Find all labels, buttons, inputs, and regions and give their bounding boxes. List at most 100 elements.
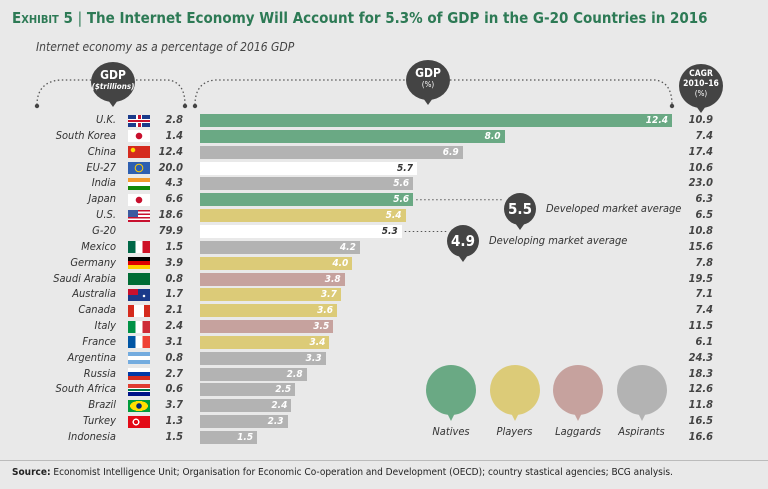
gdp-trillions-value: 1.5	[165, 430, 183, 443]
bar-aspirants: 2.8	[200, 367, 307, 381]
bar-value-label: 2.3	[267, 416, 284, 428]
gdp-trillions-value: 12.4	[158, 144, 183, 158]
bar-value-label: 3.3	[305, 352, 322, 364]
gdp-trillions-value: 3.7	[165, 398, 183, 412]
exhibit-number: Exhibit 5	[12, 9, 73, 27]
bar-natives: 12.4	[200, 114, 672, 127]
chart-title: Exhibit 5 | The Internet Economy Will Ac…	[12, 9, 708, 27]
gdp-trillions-value: 0.6	[165, 382, 183, 396]
bar-natives: 8.0	[200, 129, 505, 143]
country-label: France	[82, 334, 116, 348]
cagr-value: 11.5	[688, 319, 713, 333]
average-connectors	[404, 199, 504, 232]
gdp-trillions-value: 2.1	[165, 303, 183, 317]
gdp-trillions-value: 1.4	[165, 128, 183, 142]
china-flag-icon	[128, 146, 150, 159]
cagr-value: 24.3	[688, 350, 713, 364]
bar-value-label: 3.5	[313, 321, 330, 333]
bar-value-label: 3.8	[324, 273, 341, 285]
bar-value-label: 5.7	[397, 162, 413, 174]
cagr-value: 12.6	[688, 382, 713, 396]
gdp-trillions-value: 3.9	[165, 255, 183, 269]
cagr-value: 15.6	[688, 239, 713, 253]
legend-label: Laggards	[555, 425, 601, 438]
bar-aspirants: 2.3	[200, 415, 288, 429]
south-africa-flag-icon	[128, 383, 150, 396]
bar-players: 4.0	[200, 256, 353, 270]
developing-average-marker: 4.9	[447, 225, 479, 262]
country-label: South Africa	[55, 382, 116, 396]
legend-label: Players	[496, 425, 533, 438]
bar-aspirants: 6.9	[200, 145, 463, 159]
russia-flag-icon	[128, 368, 150, 381]
legend-swatch-aspirants	[616, 365, 667, 421]
bar-value-label: 4.2	[339, 241, 356, 253]
uk-flag-icon	[128, 114, 150, 127]
bar-aspirants: 1.5	[200, 431, 258, 444]
country-label: Germany	[70, 255, 116, 269]
country-label: Turkey	[83, 414, 116, 428]
country-label: Brazil	[88, 398, 116, 412]
gdp-trillions-value: 2.4	[165, 319, 183, 333]
france-flag-icon	[128, 336, 150, 349]
cagr-header: CAGR 2010–16 (%)	[679, 64, 723, 113]
bar-value-label: 3.6	[317, 305, 334, 317]
gdp-trillions-value: 18.6	[158, 208, 183, 222]
country-label: Russia	[83, 366, 116, 380]
bar-value-label: 6.9	[442, 146, 459, 158]
gdp-trillions-header: GDP ($trillions)	[91, 62, 135, 107]
bar-players: 3.6	[200, 304, 338, 318]
bar-value-label: 4.0	[332, 257, 349, 269]
gdp-trillions-value: 20.0	[158, 160, 183, 174]
country-label: Saudi Arabia	[53, 271, 116, 285]
cagr-value: 19.5	[688, 271, 713, 285]
gdp-trillions-value: 2.7	[165, 366, 183, 380]
country-label: Indonesia	[68, 430, 116, 443]
gdp-trillions-value: 3.1	[165, 334, 183, 348]
cagr-value: 16.6	[688, 430, 713, 443]
bar-value-label: 2.4	[271, 400, 288, 412]
cagr-value: 7.8	[695, 255, 713, 269]
cagr-value: 7.4	[695, 128, 713, 142]
gdp-trillions-value: 79.9	[158, 223, 183, 237]
bar-players: 3.4	[200, 335, 330, 349]
title-text: The Internet Economy Will Account for 5.…	[86, 9, 708, 27]
legend-label: Aspirants	[618, 425, 665, 438]
cagr-value: 6.5	[695, 208, 713, 222]
country-label: EU-27	[86, 160, 116, 174]
source-note: Source: Economist Intelligence Unit; Org…	[12, 467, 673, 478]
bar-value-label: 3.4	[309, 336, 326, 348]
country-label: U.K.	[95, 113, 116, 126]
mexico-flag-icon	[128, 241, 150, 254]
country-label: Japan	[88, 192, 116, 206]
bar-value-label: 1.5	[237, 432, 254, 443]
gdp-trillions-value: 1.7	[165, 287, 183, 301]
cagr-value: 23.0	[688, 176, 713, 190]
developed-average-label: Developed market average	[546, 202, 682, 215]
country-label: Australia	[72, 287, 116, 301]
legend-swatch-players	[489, 365, 540, 421]
bar-aspirants: 4.2	[200, 240, 360, 254]
bar-value-label: 5.6	[393, 178, 410, 190]
bar-value-label: 8.0	[484, 130, 501, 142]
gdp-trillions-value: 1.5	[165, 239, 183, 253]
australia-flag-icon	[128, 288, 150, 301]
saudi-arabia-flag-icon	[128, 273, 150, 285]
country-label: Mexico	[81, 239, 116, 253]
cagr-value: 7.1	[695, 287, 713, 301]
gdp-trillions-value: 6.6	[165, 192, 183, 206]
italy-flag-icon	[128, 320, 150, 333]
cagr-value: 7.4	[695, 303, 713, 317]
bar-players: 3.7	[200, 288, 341, 302]
south-korea-flag-icon	[128, 130, 150, 143]
turkey-flag-icon	[128, 415, 150, 428]
country-label: Canada	[78, 303, 116, 317]
developed-average-marker: 5.5	[504, 193, 536, 230]
us-flag-icon	[128, 209, 150, 222]
cagr-value: 11.8	[688, 398, 713, 412]
cagr-value: 6.1	[695, 334, 713, 348]
legend-label: Natives	[432, 425, 470, 438]
cagr-value: 10.9	[688, 113, 713, 126]
argentina-flag-icon	[128, 352, 150, 365]
